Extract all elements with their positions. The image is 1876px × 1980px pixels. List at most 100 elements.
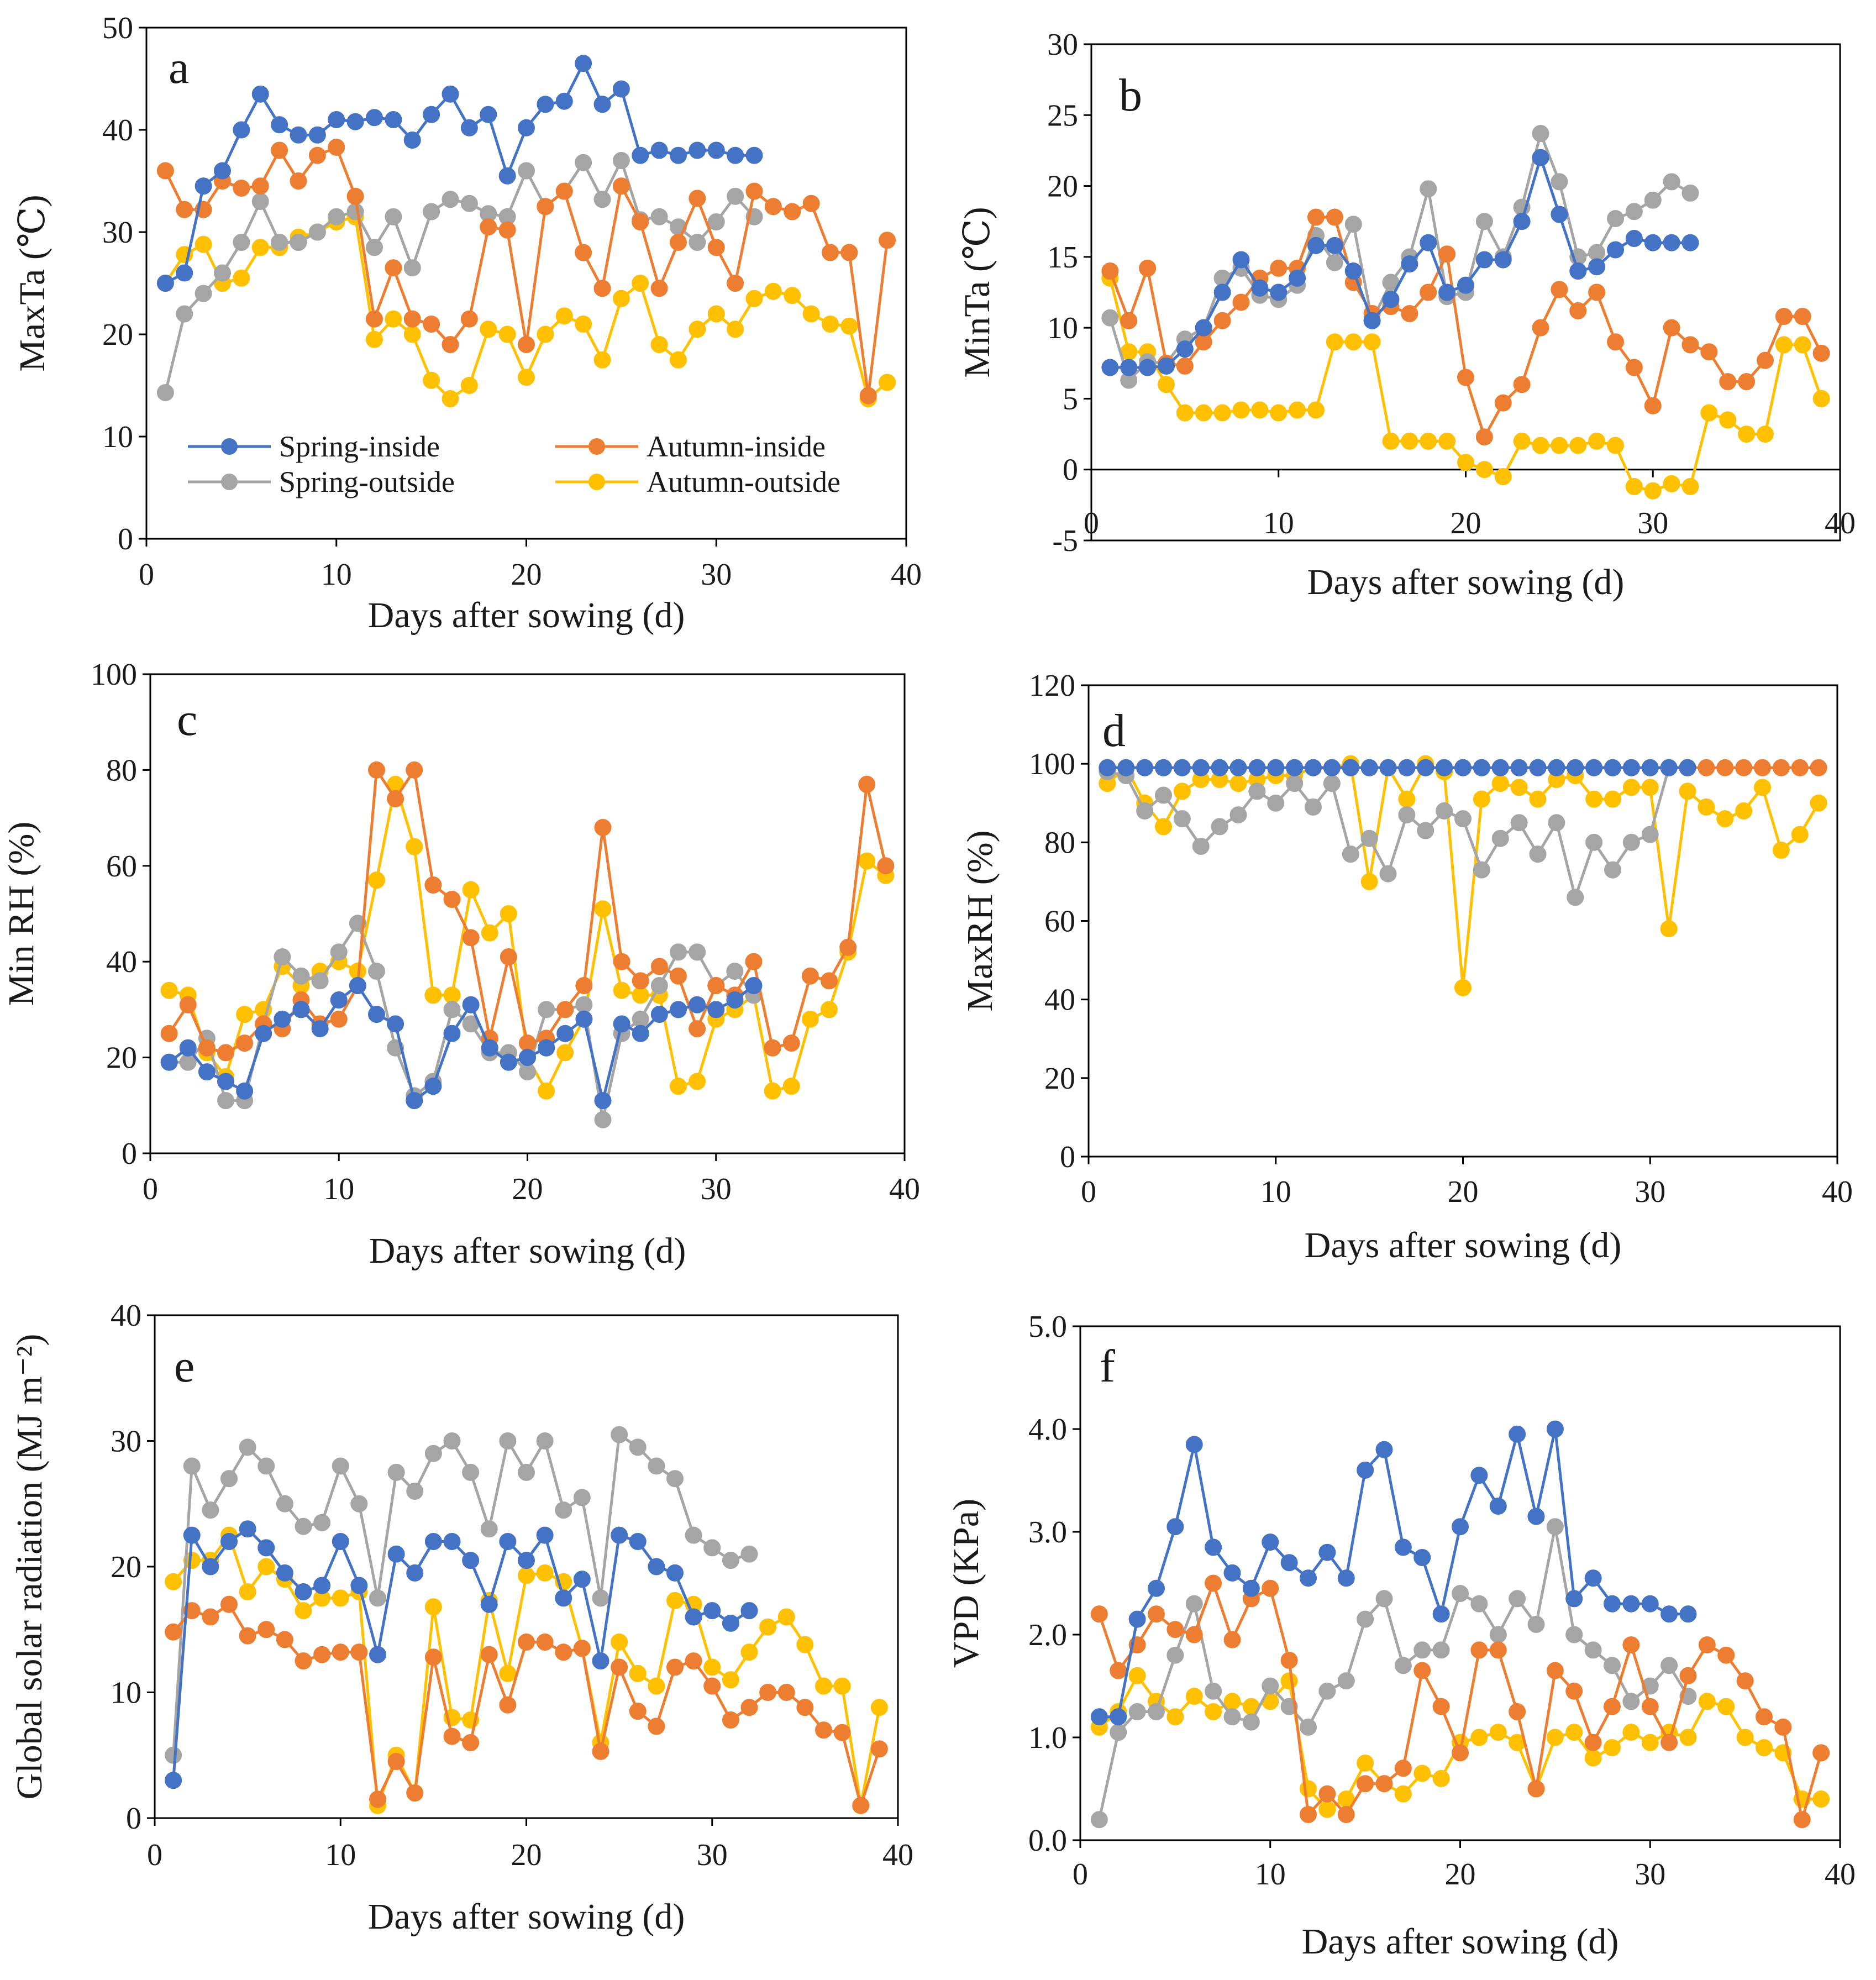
data-point — [648, 1457, 665, 1475]
data-point — [258, 1539, 275, 1557]
data-point — [1432, 1641, 1450, 1659]
data-point — [703, 1602, 721, 1620]
x-tick-label: 40 — [1822, 1175, 1853, 1209]
y-tick-label: 30 — [1047, 28, 1078, 62]
data-point — [1548, 814, 1565, 832]
x-tick-label: 20 — [1445, 1857, 1476, 1892]
data-point — [689, 943, 706, 961]
data-point — [726, 963, 744, 980]
data-point — [1176, 340, 1194, 358]
data-point — [722, 1614, 739, 1632]
x-axis-title: Days after sowing (d) — [1307, 562, 1625, 602]
data-point — [689, 190, 706, 207]
y-tick-label: 20 — [102, 318, 133, 352]
data-point — [689, 1020, 706, 1038]
data-point — [1489, 1724, 1507, 1741]
data-point — [313, 1514, 331, 1531]
data-point — [1326, 208, 1343, 226]
data-point — [1569, 437, 1587, 454]
data-point — [424, 876, 442, 894]
data-point — [689, 1073, 706, 1090]
data-point — [1663, 475, 1680, 492]
data-point — [1158, 376, 1175, 393]
data-point — [424, 1445, 442, 1462]
data-point — [220, 1533, 238, 1550]
data-point — [255, 1025, 272, 1042]
data-point — [1532, 149, 1549, 166]
data-point — [1452, 1585, 1469, 1603]
data-point — [1532, 437, 1549, 454]
data-point — [1585, 833, 1603, 851]
y-tick-label: 30 — [102, 216, 133, 250]
data-point — [1232, 293, 1250, 311]
data-point — [629, 1703, 647, 1720]
data-point — [1812, 344, 1830, 362]
data-point — [1158, 357, 1175, 375]
data-point — [1148, 1703, 1165, 1720]
data-point — [1379, 759, 1397, 776]
data-point — [1679, 1667, 1697, 1684]
data-point — [518, 1552, 535, 1569]
data-point — [311, 1020, 329, 1038]
data-point — [1379, 865, 1397, 883]
legend-item: Spring-outside — [188, 465, 455, 498]
data-point — [1700, 404, 1718, 422]
data-point — [703, 1539, 721, 1557]
data-point — [650, 336, 668, 353]
data-point — [764, 1082, 781, 1100]
data-point — [632, 972, 649, 990]
data-point — [1242, 1579, 1260, 1597]
data-point — [632, 1010, 649, 1028]
data-point — [1810, 759, 1827, 776]
legend: Spring-inside Autumn-inside Spring-outside… — [188, 430, 840, 498]
data-point — [346, 203, 364, 220]
data-point — [1475, 461, 1493, 479]
data-point — [870, 1740, 888, 1758]
data-point — [1625, 478, 1643, 496]
data-point — [1120, 359, 1138, 376]
y-axis-title: MaxRH (%) — [960, 830, 1000, 1011]
data-point — [1307, 237, 1325, 254]
y-tick-label: 100 — [1029, 747, 1075, 781]
data-point — [295, 1583, 312, 1600]
series-spring-outside — [156, 152, 763, 401]
data-point — [1323, 759, 1341, 776]
data-point — [442, 390, 459, 408]
data-point — [1432, 1769, 1450, 1787]
data-point — [328, 208, 345, 225]
data-point — [1491, 759, 1509, 776]
data-point — [1473, 759, 1490, 776]
data-point — [670, 1078, 687, 1095]
y-tick-label: 5.0 — [1028, 1310, 1067, 1344]
data-point — [349, 977, 366, 995]
data-point — [1584, 1734, 1602, 1751]
data-point — [537, 198, 554, 216]
data-point — [1452, 1518, 1469, 1536]
data-point — [1300, 1569, 1317, 1587]
data-point — [332, 1643, 349, 1661]
data-point — [833, 1724, 851, 1741]
data-point — [1509, 1590, 1526, 1608]
series-line — [164, 146, 889, 397]
data-point — [1565, 1590, 1583, 1608]
data-point — [330, 943, 348, 961]
data-point — [518, 1463, 535, 1481]
data-point — [1527, 1780, 1545, 1798]
data-point — [1607, 210, 1624, 228]
data-point — [1736, 1729, 1754, 1746]
data-point — [801, 967, 819, 985]
data-point — [462, 881, 480, 899]
data-point — [707, 213, 725, 230]
data-point — [1223, 1631, 1241, 1648]
data-point — [1205, 1682, 1222, 1700]
data-point — [1774, 1718, 1792, 1736]
data-point — [276, 1564, 293, 1582]
data-point — [179, 1039, 197, 1057]
data-point — [385, 259, 402, 277]
panel-letter: a — [169, 42, 189, 93]
data-point — [727, 187, 744, 205]
data-point — [745, 290, 763, 307]
data-point — [1155, 759, 1172, 776]
data-point — [840, 317, 858, 335]
data-point — [536, 1634, 554, 1651]
